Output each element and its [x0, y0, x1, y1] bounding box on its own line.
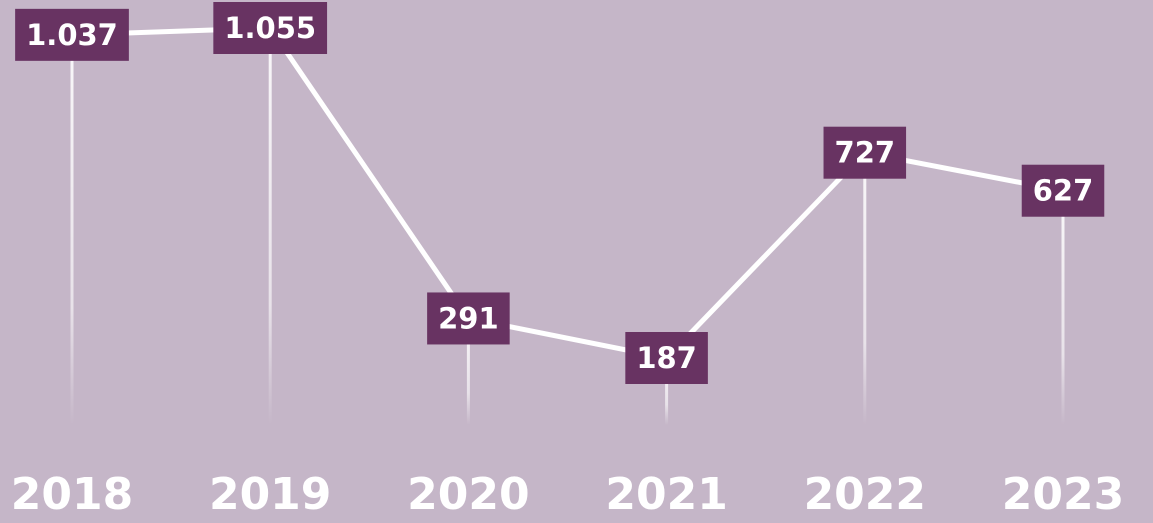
drop-line	[70, 34, 74, 425]
x-tick-label: 2021	[605, 469, 727, 520]
data-label-box	[625, 332, 708, 384]
x-tick-label: 2020	[407, 469, 529, 520]
x-tick-label: 2019	[209, 469, 331, 520]
data-label: 727	[835, 136, 896, 170]
drop-line	[665, 358, 669, 425]
data-label-box	[213, 2, 328, 54]
x-tick-label: 2022	[804, 469, 926, 520]
data-label-box	[1021, 164, 1105, 217]
x-tick-label: 2023	[1002, 469, 1124, 520]
data-label-box	[823, 126, 907, 179]
drop-line	[1061, 190, 1065, 425]
data-label-box	[15, 8, 129, 61]
drop-line	[863, 152, 867, 426]
x-tick-label: 2018	[11, 469, 133, 520]
drop-line	[466, 318, 470, 425]
data-label-box	[427, 292, 510, 345]
data-label: 1.055	[224, 11, 316, 45]
drop-line	[268, 28, 272, 425]
data-label: 1.037	[26, 18, 118, 52]
data-label: 627	[1033, 174, 1094, 208]
data-label: 291	[438, 301, 499, 335]
data-label: 187	[636, 341, 697, 375]
